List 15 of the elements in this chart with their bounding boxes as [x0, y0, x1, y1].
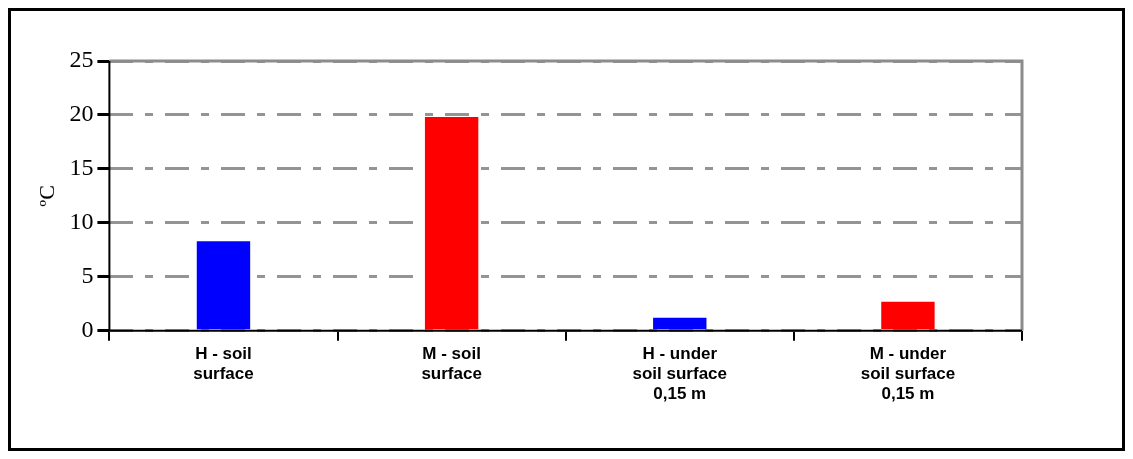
- x-tick-label: M - under soil surface 0,15 m: [860, 343, 956, 404]
- bar: [196, 241, 251, 330]
- bar: [424, 117, 479, 330]
- y-tick-label: 10: [69, 208, 94, 235]
- y-tick-label: 25: [69, 46, 94, 73]
- bar: [881, 301, 935, 330]
- x-tick-label: H - soil surface: [193, 343, 254, 384]
- x-tick-label: M - soil surface: [421, 343, 482, 384]
- y-axis-title: ºC: [33, 185, 59, 207]
- x-tick-label: H - under soil surface 0,15 m: [632, 343, 728, 404]
- y-tick-label: 5: [81, 262, 94, 289]
- y-tick-label: 0: [81, 316, 94, 343]
- bar: [653, 317, 707, 330]
- y-tick-label: 20: [69, 100, 94, 127]
- y-tick-label: 15: [69, 154, 94, 181]
